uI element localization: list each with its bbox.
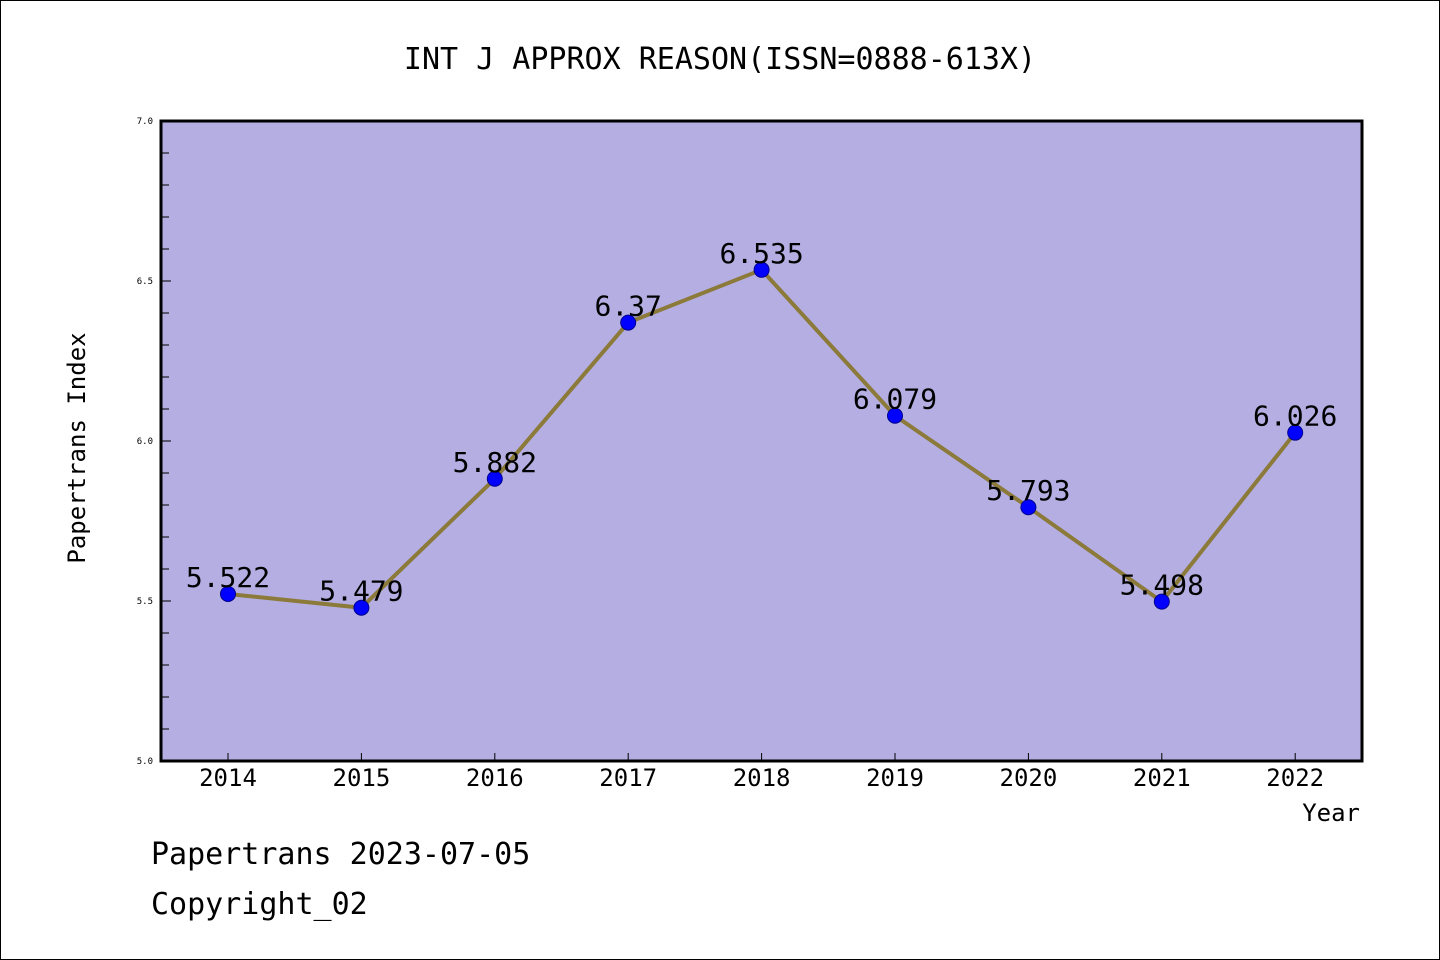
x-tick-label: 2022 (1266, 764, 1324, 792)
x-tick-label: 2016 (466, 764, 524, 792)
y-axis-label: Papertrans Index (63, 332, 91, 563)
x-tick-label: 2014 (199, 764, 257, 792)
data-point (1153, 593, 1170, 610)
x-tick-label: 2015 (333, 764, 391, 792)
y-tick-label: 6.0 (137, 437, 153, 447)
x-tick-label: 2018 (733, 764, 791, 792)
data-label: 6.026 (1253, 400, 1337, 433)
x-tick-label: 2021 (1133, 764, 1191, 792)
data-label: 5.882 (453, 446, 537, 479)
data-label: 6.079 (853, 383, 937, 416)
chart-title: INT J APPROX REASON(ISSN=0888-613X) (404, 42, 1036, 77)
x-axis-label: Year (1302, 799, 1360, 827)
data-label: 6.37 (594, 290, 661, 323)
footer-source: Papertrans 2023-07-05 (151, 837, 531, 872)
data-point (620, 314, 637, 331)
data-point (1020, 499, 1037, 516)
x-tick-label: 2017 (599, 764, 657, 792)
data-point (220, 585, 236, 602)
x-tick-label: 2020 (1000, 764, 1058, 792)
data-point (353, 599, 370, 616)
data-point (753, 261, 770, 278)
footer-copyright: Copyright_02 (151, 887, 368, 922)
data-point (1287, 424, 1304, 441)
plot-frame (159, 119, 1364, 763)
data-label: 5.522 (186, 561, 270, 594)
y-tick-label: 7.0 (137, 117, 153, 127)
data-point (486, 470, 503, 487)
data-label: 5.498 (1120, 569, 1204, 602)
data-label: 5.793 (986, 474, 1070, 507)
data-label: 5.479 (319, 575, 403, 608)
y-tick-label: 6.5 (137, 277, 153, 287)
data-point (887, 407, 903, 424)
y-tick-label: 5.0 (137, 757, 153, 767)
plot-area (161, 121, 1362, 761)
data-label: 6.535 (719, 237, 803, 270)
x-tick-label: 2019 (866, 764, 924, 792)
y-tick-label: 5.5 (137, 597, 153, 607)
